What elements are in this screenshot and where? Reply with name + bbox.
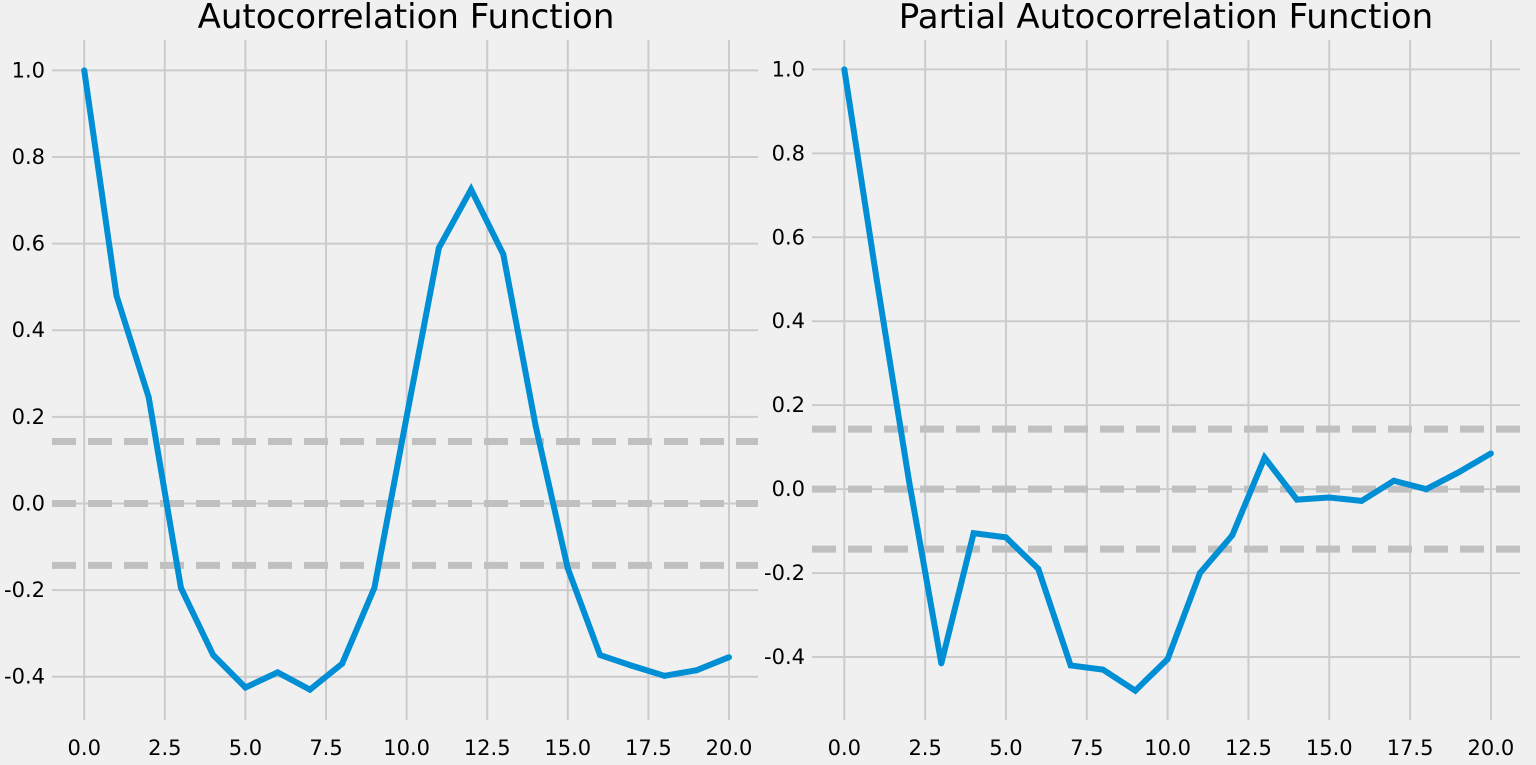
pacf-xtick-label: 7.5 bbox=[1070, 736, 1103, 760]
pacf-xtick-label: 10.0 bbox=[1144, 736, 1191, 760]
pacf-data-point bbox=[1358, 497, 1365, 504]
acf-data-point bbox=[435, 244, 442, 251]
pacf-data-point bbox=[1164, 656, 1171, 663]
pacf-data-point bbox=[1293, 496, 1300, 503]
pacf-data-point bbox=[970, 530, 977, 537]
acf-xtick-label: 10.0 bbox=[383, 736, 430, 760]
acf-data-point bbox=[629, 662, 636, 669]
acf-ytick-label: 0.0 bbox=[12, 491, 45, 515]
pacf-xtick-label: 12.5 bbox=[1225, 736, 1272, 760]
acf-xtick-label: 2.5 bbox=[148, 736, 181, 760]
acf-data-point bbox=[693, 667, 700, 674]
pacf-data-point bbox=[1423, 486, 1430, 493]
pacf-data-point bbox=[1035, 565, 1042, 572]
acf-data-point bbox=[306, 686, 313, 693]
pacf-data-point bbox=[905, 477, 912, 484]
pacf-xtick-label: 20.0 bbox=[1468, 736, 1515, 760]
pacf-data-point bbox=[1132, 687, 1139, 694]
acf-data-point bbox=[113, 292, 120, 299]
acf-data-point bbox=[274, 669, 281, 676]
acf-ytick-label: 1.0 bbox=[12, 58, 45, 82]
acf-ytick-label: 0.2 bbox=[12, 405, 45, 429]
acf-xtick-label: 0.0 bbox=[68, 736, 101, 760]
acf-data-point bbox=[81, 67, 88, 74]
acf-data-point bbox=[371, 584, 378, 591]
pacf-xtick-label: 2.5 bbox=[908, 736, 941, 760]
pacf-data-point bbox=[873, 276, 880, 283]
pacf-xtick-label: 17.5 bbox=[1387, 736, 1434, 760]
acf-data-point bbox=[145, 394, 152, 401]
acf-ytick-label: 0.6 bbox=[12, 232, 45, 256]
acf-data-point bbox=[500, 251, 507, 258]
acf-xtick-label: 15.0 bbox=[544, 736, 591, 760]
pacf-data-point bbox=[938, 660, 945, 667]
acf-xtick-label: 17.5 bbox=[625, 736, 672, 760]
pacf-ytick-label: 0.8 bbox=[772, 141, 805, 165]
pacf-data-point bbox=[1002, 534, 1009, 541]
pacf-ytick-label: -0.4 bbox=[764, 645, 805, 669]
acf-ytick-label: 0.8 bbox=[12, 145, 45, 169]
acf-data-point bbox=[177, 584, 184, 591]
pacf-data-point bbox=[1229, 532, 1236, 539]
acf-data-point bbox=[210, 652, 217, 659]
acf-data-point bbox=[725, 654, 732, 661]
acf-data-point bbox=[339, 660, 346, 667]
pacf-data-point bbox=[1455, 469, 1462, 476]
acf-xtick-label: 5.0 bbox=[229, 736, 262, 760]
pacf-title: Partial Autocorrelation Function bbox=[899, 0, 1433, 37]
acf-data-point bbox=[242, 684, 249, 691]
pacf-data-point bbox=[1261, 454, 1268, 461]
pacf-panel: 0.0 2.5 5.0 7.5 10.0 12.5 15.0 17.5 20.0 -0.4 -0.2… bbox=[764, 0, 1520, 760]
pacf-ytick-label: 1.0 bbox=[772, 57, 805, 81]
pacf-xtick-label: 0.0 bbox=[828, 736, 861, 760]
pacf-ytick-label: 0.4 bbox=[772, 309, 805, 333]
acf-ytick-label: -0.4 bbox=[4, 665, 45, 689]
acf-data-point bbox=[403, 413, 410, 420]
acf-xtick-label: 12.5 bbox=[464, 736, 511, 760]
pacf-data-point bbox=[1067, 662, 1074, 669]
pacf-ytick-label: 0.0 bbox=[772, 477, 805, 501]
pacf-ytick-label: -0.2 bbox=[764, 561, 805, 585]
acf-data-point bbox=[532, 422, 539, 429]
pacf-ytick-label: 0.6 bbox=[772, 225, 805, 249]
pacf-data-point bbox=[1487, 450, 1494, 457]
acf-ytick-label: 0.4 bbox=[12, 318, 45, 342]
acf-ytick-label: -0.2 bbox=[4, 578, 45, 602]
acf-xtick-label: 20.0 bbox=[706, 736, 753, 760]
pacf-data-point bbox=[1390, 477, 1397, 484]
pacf-data-point bbox=[1326, 494, 1333, 501]
pacf-data-point bbox=[1196, 570, 1203, 577]
acf-data-point bbox=[564, 565, 571, 572]
acf-data-point bbox=[597, 652, 604, 659]
acf-title: Autocorrelation Function bbox=[198, 0, 615, 37]
pacf-data-point bbox=[841, 66, 848, 73]
pacf-xtick-label: 5.0 bbox=[989, 736, 1022, 760]
acf-xtick-label: 7.5 bbox=[309, 736, 342, 760]
acf-panel: 0.0 2.5 5.0 7.5 10.0 12.5 15.0 17.5 20.0 -0.4 -0.2… bbox=[4, 0, 758, 760]
pacf-ytick-label: 0.2 bbox=[772, 393, 805, 417]
pacf-data-point bbox=[1099, 666, 1106, 673]
pacf-xtick-label: 15.0 bbox=[1306, 736, 1353, 760]
acf-data-point bbox=[468, 186, 475, 193]
acf-data-point bbox=[661, 672, 668, 679]
